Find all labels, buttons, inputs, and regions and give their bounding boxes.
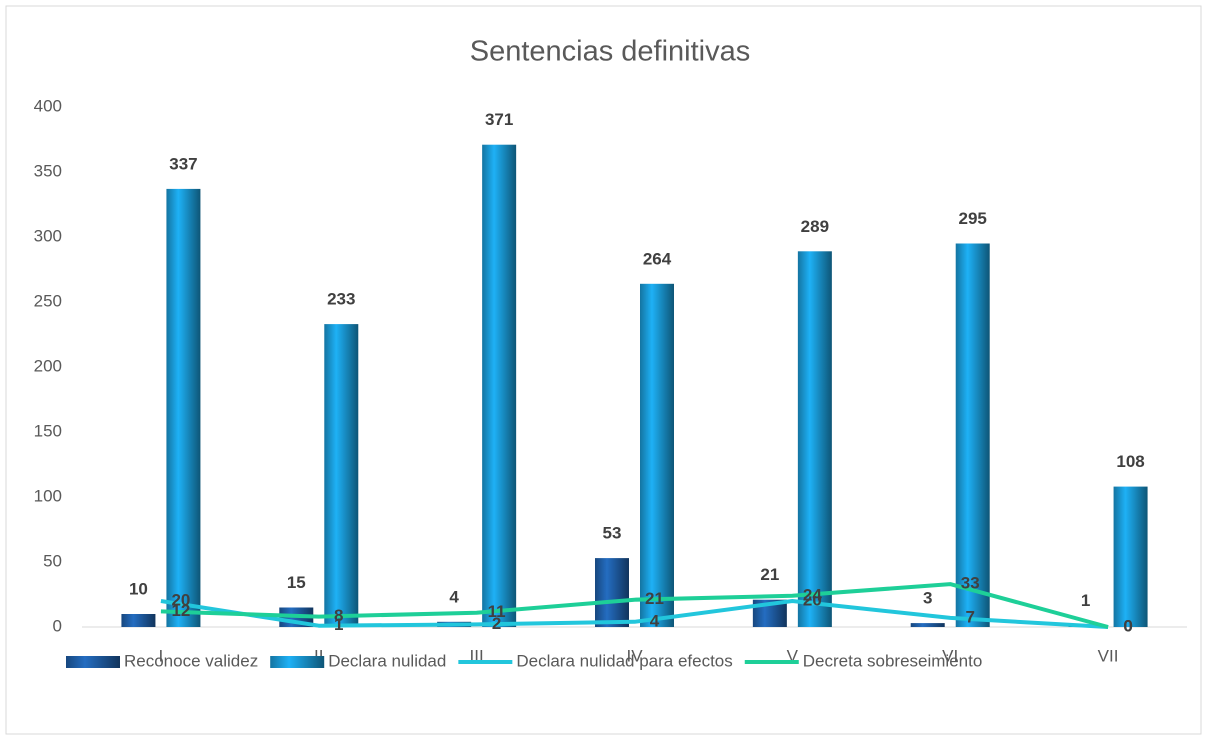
data-label: 20 <box>171 590 190 609</box>
y-tick-label: 350 <box>34 161 62 180</box>
data-label: 21 <box>645 589 664 608</box>
legend-marker <box>66 656 120 668</box>
legend-item: Declara nulidad para efectos <box>458 651 733 670</box>
bar <box>640 283 674 627</box>
bar <box>482 144 517 627</box>
bar <box>166 188 201 627</box>
y-tick-label: 200 <box>34 356 62 375</box>
data-label: 21 <box>760 565 779 584</box>
y-tick-label: 300 <box>34 226 62 245</box>
data-label: 371 <box>485 110 513 129</box>
bar <box>324 324 359 627</box>
data-label: 8 <box>334 606 343 625</box>
data-label: 0 <box>1123 616 1132 635</box>
chart-title: Sentencias definitivas <box>470 36 751 68</box>
y-tick-label: 0 <box>53 616 62 635</box>
data-label: 1 <box>334 615 343 634</box>
x-tick-label: II <box>314 646 323 665</box>
bar <box>955 243 990 627</box>
legend-label: Reconoce validez <box>124 651 258 670</box>
data-label: 264 <box>643 249 672 268</box>
legend-item: Declara nulidad <box>270 651 446 670</box>
data-label: 1 <box>1081 591 1090 610</box>
bar <box>797 251 832 628</box>
legend-label: Declara nulidad para efectos <box>516 651 732 670</box>
data-label: 33 <box>961 574 980 593</box>
legend-item: Reconoce validez <box>66 651 258 670</box>
data-label: 11 <box>488 602 506 621</box>
data-label: 7 <box>965 607 974 626</box>
data-label: 4 <box>449 587 459 606</box>
data-label: 15 <box>287 573 306 592</box>
line <box>160 599 1109 629</box>
y-tick-label: 400 <box>34 96 62 115</box>
y-tick-label: 250 <box>34 291 62 310</box>
data-label: 337 <box>169 154 197 173</box>
bar <box>910 623 945 627</box>
data-label: 4 <box>650 611 660 630</box>
data-label: 53 <box>603 524 622 543</box>
x-tick-label: I <box>159 646 164 665</box>
x-tick-label: IV <box>626 646 643 665</box>
bar <box>1113 486 1148 627</box>
bar <box>121 614 156 627</box>
x-tick-label: VI <box>942 646 958 665</box>
legend-item: Decreta sobreseimiento <box>744 651 983 670</box>
legend-label: Decreta sobreseimiento <box>803 651 983 670</box>
data-label: 12 <box>171 601 190 620</box>
legend-marker <box>270 656 325 668</box>
data-label: 10 <box>129 579 148 598</box>
data-label: 0 <box>1123 616 1132 635</box>
data-label: 108 <box>1116 452 1144 471</box>
line <box>160 582 1109 629</box>
data-label: 295 <box>959 209 987 228</box>
y-tick-label: 150 <box>34 421 62 440</box>
data-label: 3 <box>923 589 932 608</box>
legend-label: Declara nulidad <box>328 651 446 670</box>
y-tick-label: 50 <box>43 551 62 570</box>
bar <box>595 558 629 627</box>
data-label: 24 <box>803 585 822 604</box>
data-label: 289 <box>801 217 829 236</box>
data-label: 2 <box>492 614 501 633</box>
y-tick-label: 100 <box>34 486 62 505</box>
data-label: 233 <box>327 290 355 309</box>
x-tick-label: VII <box>1098 646 1119 665</box>
